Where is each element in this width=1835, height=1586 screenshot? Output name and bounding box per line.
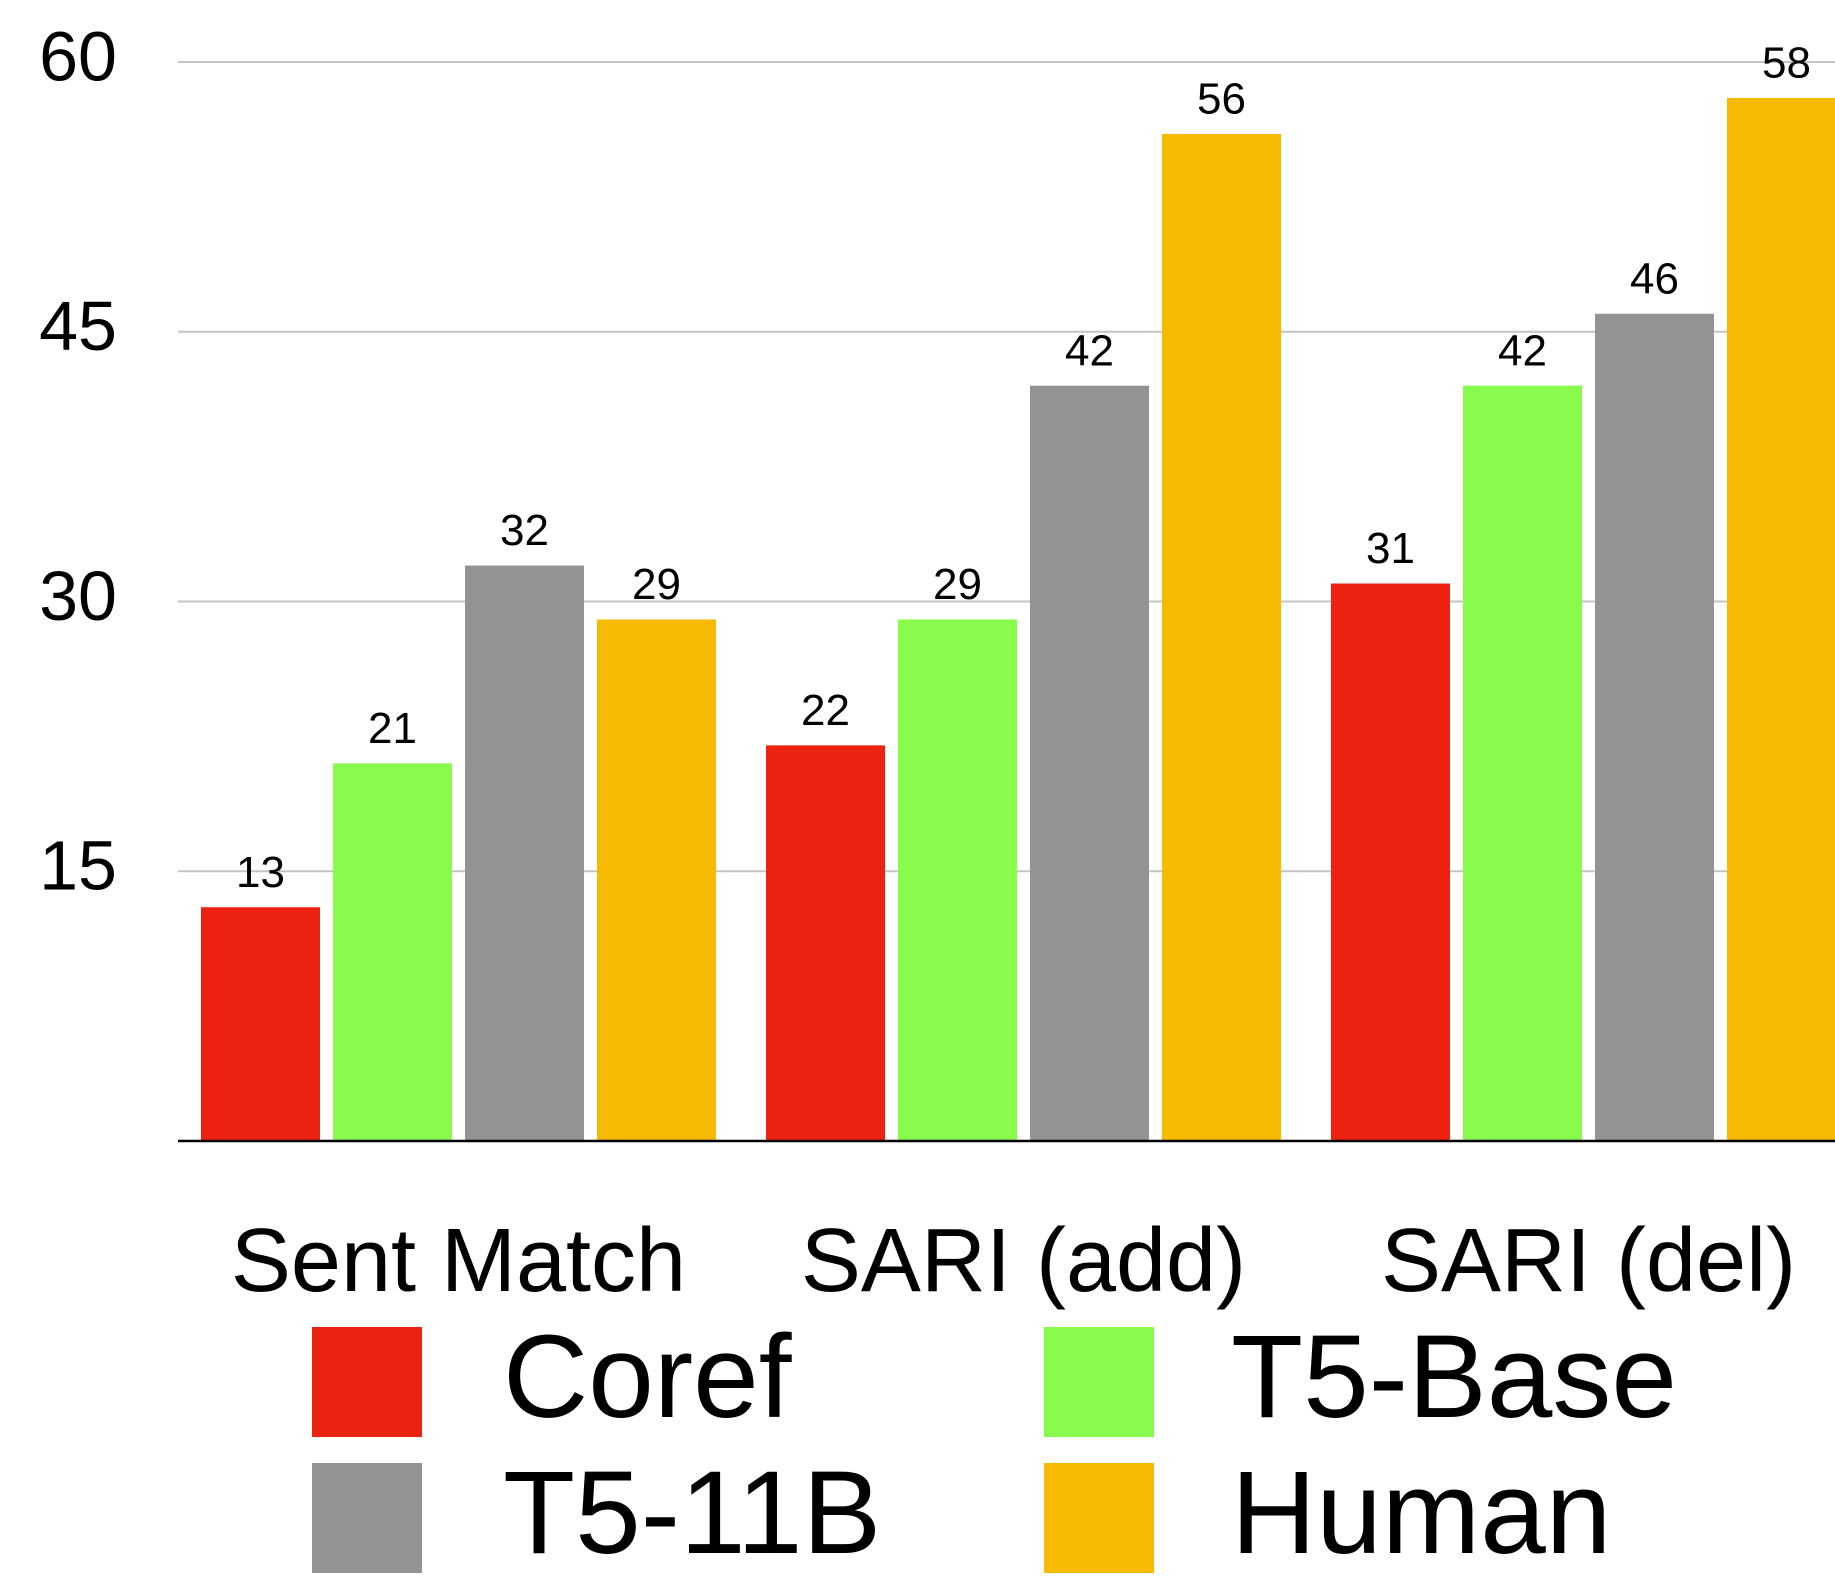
y-tick-label: 15	[39, 827, 117, 905]
y-tick-label: 45	[39, 287, 117, 365]
value-label: 46	[1630, 254, 1679, 303]
bar	[898, 619, 1017, 1141]
bar	[1463, 385, 1582, 1141]
value-label: 42	[1498, 326, 1547, 375]
value-label: 56	[1197, 75, 1246, 124]
bar	[1727, 97, 1835, 1141]
value-label: 31	[1366, 524, 1415, 573]
legend-label: T5-Base	[1231, 1311, 1677, 1443]
y-tick-label: 60	[39, 17, 117, 95]
bar	[766, 745, 885, 1141]
value-label: 32	[500, 506, 549, 555]
bar	[465, 565, 584, 1141]
legend-swatch	[312, 1463, 422, 1573]
value-label: 29	[933, 560, 982, 609]
legend-swatch	[1044, 1463, 1154, 1573]
value-label: 21	[368, 704, 417, 753]
value-label: 29	[632, 560, 681, 609]
bar	[597, 619, 716, 1141]
bar	[1030, 385, 1149, 1141]
x-tick-label: SARI (del)	[1381, 1211, 1796, 1311]
bar	[333, 763, 452, 1141]
y-tick-label: 30	[39, 557, 117, 635]
bar	[1595, 313, 1714, 1141]
legend-label: Coref	[503, 1311, 792, 1443]
bar	[1162, 133, 1281, 1141]
value-label: 22	[801, 686, 850, 735]
legend-label: T5-11B	[503, 1447, 881, 1579]
value-label: 13	[236, 848, 285, 897]
legend-swatch	[312, 1327, 422, 1437]
legend-label: Human	[1231, 1447, 1611, 1579]
value-label: 58	[1762, 39, 1811, 88]
bar	[201, 907, 320, 1141]
x-tick-label: SARI (add)	[801, 1211, 1246, 1311]
bar	[1331, 583, 1450, 1141]
legend-swatch	[1044, 1327, 1154, 1437]
x-tick-label: Sent Match	[231, 1211, 686, 1311]
value-label: 42	[1065, 326, 1114, 375]
